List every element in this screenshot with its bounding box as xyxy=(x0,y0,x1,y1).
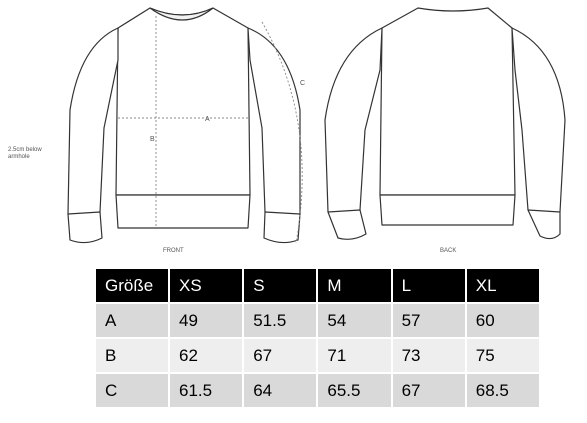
table-row: C 61.5 64 65.5 67 68.5 xyxy=(96,373,542,409)
cell: 67 xyxy=(243,338,319,374)
size-table: Größe XS S M L XL A 49 51.5 54 57 60 B 6… xyxy=(96,269,542,409)
header-l: L xyxy=(391,269,467,304)
front-left-cuff xyxy=(67,211,103,244)
measure-label-c: C xyxy=(300,80,305,87)
sweatshirt-diagram: A B C xyxy=(67,7,566,244)
size-table-header: Größe XS S M L XL xyxy=(96,269,542,304)
measure-label-b: B xyxy=(150,136,155,143)
cell: 68.5 xyxy=(465,373,542,409)
cell: 71 xyxy=(317,338,393,374)
cell: 60 xyxy=(465,303,542,339)
cell: 49 xyxy=(169,303,245,339)
back-left-sleeve xyxy=(324,27,383,217)
cell: 64 xyxy=(243,373,319,409)
front-left-sleeve xyxy=(67,27,119,219)
header-s: S xyxy=(243,269,319,304)
back-caption: BACK xyxy=(440,248,457,254)
row-label: C xyxy=(96,373,170,409)
cell: 54 xyxy=(317,303,393,339)
header-xl: XL xyxy=(465,269,542,304)
cell: 73 xyxy=(391,338,467,374)
back-left-cuff xyxy=(327,209,367,240)
table-row: A 49 51.5 54 57 60 xyxy=(96,303,542,339)
cell: 65.5 xyxy=(317,373,393,409)
header-xs: XS xyxy=(169,269,245,304)
back-body xyxy=(379,7,516,196)
header-m: M xyxy=(317,269,393,304)
front-waistband xyxy=(115,194,251,229)
measure-label-a: A xyxy=(205,116,210,123)
cell: 61.5 xyxy=(169,373,245,409)
header-size: Größe xyxy=(96,269,170,304)
front-right-sleeve xyxy=(247,27,301,219)
row-label: A xyxy=(96,303,170,339)
row-label: B xyxy=(96,338,170,374)
back-right-sleeve xyxy=(511,27,566,217)
table-row: B 62 67 71 73 75 xyxy=(96,338,542,374)
measure-line-c xyxy=(261,21,303,244)
cell: 51.5 xyxy=(243,303,319,339)
cell: 75 xyxy=(465,338,542,374)
armhole-note: 2.5cm below armhole xyxy=(8,147,42,160)
cell: 67 xyxy=(391,373,467,409)
cell: 57 xyxy=(391,303,467,339)
back-waistband xyxy=(379,194,516,226)
front-neckband xyxy=(149,7,214,21)
front-caption: FRONT xyxy=(163,248,184,254)
front-body xyxy=(115,7,251,196)
back-right-cuff xyxy=(527,209,561,240)
front-right-cuff xyxy=(263,211,301,244)
cell: 62 xyxy=(169,338,245,374)
